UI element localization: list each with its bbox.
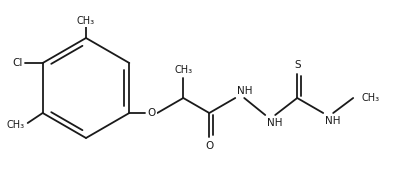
Text: CH₃: CH₃ [361,93,379,103]
Text: CH₃: CH₃ [7,120,25,130]
Text: O: O [205,141,213,151]
Text: NH: NH [325,116,341,126]
Text: S: S [294,60,300,70]
Text: CH₃: CH₃ [77,16,95,26]
Text: CH₃: CH₃ [174,65,192,75]
Text: NH: NH [237,86,253,96]
Text: NH: NH [267,118,283,128]
Text: O: O [147,108,156,118]
Text: Cl: Cl [12,58,23,68]
